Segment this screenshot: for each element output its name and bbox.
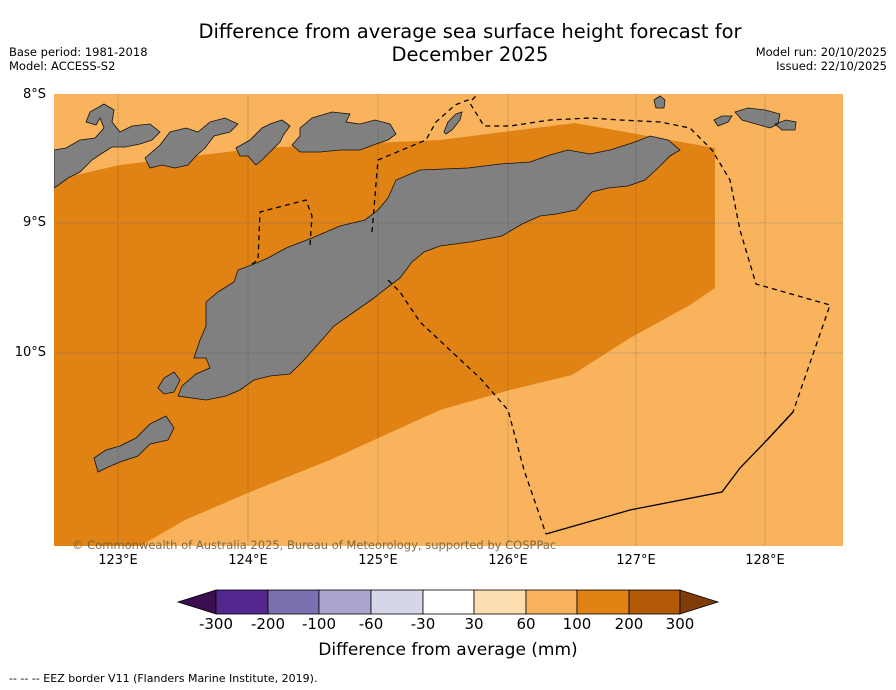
colorbar-tick: -100	[301, 615, 337, 633]
colorbar-title: Difference from average (mm)	[318, 640, 578, 660]
land-flores-east	[144, 117, 239, 169]
lon-label-125e: 125°E	[358, 553, 398, 568]
lat-label-9s: 9°S	[22, 215, 46, 230]
colorbar-tick: -200	[250, 615, 286, 633]
lat-label-8s: 8°S	[22, 87, 46, 102]
colorbar-over-arrow	[679, 589, 720, 615]
title-line-1: Difference from average sea surface heig…	[198, 20, 742, 43]
lon-label-127e: 127°E	[616, 553, 656, 568]
model-info: Base period: 1981-2018 Model: ACCESS-S2	[9, 45, 148, 73]
issued-date: Issued: 22/10/2025	[776, 58, 887, 73]
land-northeast-islands	[653, 95, 797, 131]
land-small-isle	[443, 111, 463, 135]
model-name: Model: ACCESS-S2	[9, 58, 116, 73]
colorbar-under-arrow	[176, 589, 217, 615]
colorbar-bin-1	[215, 589, 269, 615]
land-rote	[93, 371, 181, 473]
colorbar-bin-7	[525, 589, 578, 615]
colorbar-tick: 300	[665, 615, 695, 633]
graticule	[54, 94, 843, 546]
run-info: Model run: 20/10/2025 Issued: 22/10/2025	[755, 45, 887, 73]
eez-footnote: -- -- -- EEZ border V11 (Flanders Marine…	[9, 672, 318, 685]
copyright-notice: © Commonwealth of Australia 2025, Bureau…	[72, 538, 557, 552]
colorbar-bin-3	[318, 589, 372, 615]
colorbar-bin-6	[473, 589, 527, 615]
colorbar-bin-8	[576, 589, 630, 615]
map-area	[54, 94, 843, 546]
lon-label-123e: 123°E	[98, 553, 138, 568]
colorbar-bin-9	[628, 589, 681, 615]
anomaly-band-100-200	[54, 123, 715, 546]
lat-label-10s: 10°S	[14, 345, 46, 360]
eez-borders	[251, 94, 831, 535]
map-title: Difference from average sea surface heig…	[170, 20, 770, 66]
lon-label-124e: 124°E	[228, 553, 268, 568]
lon-label-126e: 126°E	[488, 553, 528, 568]
eez-solid-segment	[545, 411, 794, 535]
colorbar-bin-2	[267, 589, 320, 615]
colorbar-bin-4	[370, 589, 424, 615]
colorbar-tick: -60	[358, 615, 384, 633]
title-line-2: December 2025	[391, 43, 549, 66]
land-northwest	[54, 103, 161, 189]
lon-label-128e: 128°E	[745, 553, 785, 568]
colorbar-tick: 200	[614, 615, 644, 633]
model-run-date: Model run: 20/10/2025	[755, 45, 887, 59]
colorbar	[176, 589, 720, 615]
colorbar-bin-5	[422, 589, 475, 615]
land-timor	[177, 135, 681, 401]
colorbar-tick: 100	[562, 615, 592, 633]
land-alor-pantar	[235, 119, 291, 166]
colorbar-tick: -30	[410, 615, 436, 633]
colorbar-tick: -300	[198, 615, 234, 633]
colorbar-tick: 60	[516, 615, 536, 633]
colorbar-tick: 30	[464, 615, 484, 633]
base-period: Base period: 1981-2018	[9, 45, 148, 59]
land-north-island	[291, 111, 397, 153]
